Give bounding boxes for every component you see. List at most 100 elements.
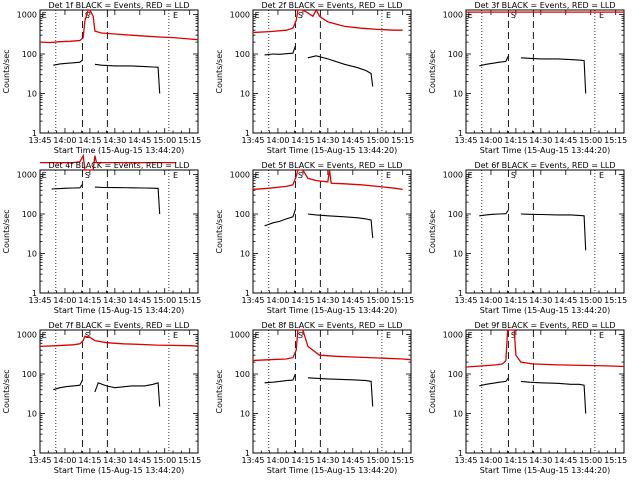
y-axis-label: Counts/sec — [215, 49, 224, 93]
y-tick-label: 10 — [240, 250, 250, 259]
series-line-events — [264, 373, 296, 384]
event-marker-letter: E — [468, 11, 473, 20]
y-tick-label: 1 — [245, 289, 250, 298]
x-tick-label: 15:00 — [579, 456, 602, 465]
series-line-events — [520, 213, 587, 251]
x-tick-label: 15:00 — [579, 136, 602, 145]
series-line-events — [53, 59, 83, 66]
x-tick-label: 14:15 — [291, 296, 314, 305]
series-line-events — [479, 377, 509, 387]
y-axis-label: Counts/sec — [2, 49, 11, 93]
y-tick-label: 1 — [32, 129, 37, 138]
y-axis-label: Counts/sec — [428, 369, 437, 413]
x-tick-label: 15:00 — [579, 296, 602, 305]
x-tick-label: 14:00 — [53, 136, 76, 145]
y-axis-label: Counts/sec — [2, 369, 11, 413]
series-line-events — [307, 55, 374, 87]
y-tick-label: 100 — [448, 370, 463, 379]
y-tick-label: 1 — [458, 129, 463, 138]
x-tick-label: 14:30 — [529, 136, 552, 145]
x-axis-label: Start Time (15-Aug-15 13:44:20) — [267, 306, 398, 315]
y-tick-label: 100 — [22, 370, 37, 379]
x-tick-label: 13:45 — [28, 456, 51, 465]
x-tick-label: 15:15 — [178, 456, 201, 465]
x-tick-label: 13:45 — [454, 136, 477, 145]
event-marker-letter: E — [468, 171, 473, 180]
series-line-events — [94, 382, 161, 407]
event-marker-letter: E — [386, 11, 391, 20]
y-tick-label: 1000 — [443, 171, 463, 180]
series-line-lld — [252, 8, 403, 34]
plot-frame — [252, 169, 412, 294]
y-axis-label: Counts/sec — [2, 209, 11, 253]
event-marker-letter: E — [599, 11, 604, 20]
x-tick-label: 15:00 — [366, 136, 389, 145]
x-tick-label: 15:00 — [153, 136, 176, 145]
event-marker-letter: E — [173, 331, 178, 340]
series-line-events — [479, 209, 509, 217]
y-tick-label: 100 — [235, 370, 250, 379]
series-line-events — [53, 379, 83, 391]
x-tick-label: 14:45 — [341, 136, 364, 145]
plot-frame — [39, 169, 199, 294]
y-tick-label: 1000 — [230, 171, 250, 180]
y-tick-label: 1000 — [17, 11, 37, 20]
series-line-lld — [40, 153, 177, 171]
detector-panel-5: 1 10 100 1000 13:45 14:00 14:15 14:30 14:45 15:00… — [215, 161, 414, 315]
y-tick-label: 100 — [235, 50, 250, 59]
x-tick-label: 14:45 — [128, 456, 151, 465]
x-axis-label: Start Time (15-Aug-15 13:44:20) — [480, 306, 611, 315]
event-marker-letter: E — [255, 171, 260, 180]
y-tick-label: 1000 — [17, 331, 37, 340]
detector-panel-6: 1 10 100 1000 13:45 14:00 14:15 14:30 14:45 15:00… — [428, 161, 627, 315]
series-line-lld — [252, 329, 412, 362]
plot-frame — [39, 9, 199, 134]
x-tick-label: 14:15 — [504, 136, 527, 145]
event-marker-letter: E — [173, 171, 178, 180]
y-tick-label: 10 — [27, 410, 37, 419]
x-tick-label: 14:45 — [554, 136, 577, 145]
y-tick-label: 10 — [240, 90, 250, 99]
event-marker-letter: S — [511, 11, 516, 20]
x-tick-label: 14:00 — [479, 456, 502, 465]
x-tick-label: 14:45 — [128, 136, 151, 145]
x-tick-label: 14:15 — [291, 456, 314, 465]
series-line-events — [307, 377, 374, 407]
event-marker-letter: E — [255, 11, 260, 20]
x-tick-label: 14:45 — [554, 296, 577, 305]
x-tick-label: 14:45 — [341, 296, 364, 305]
y-tick-label: 1000 — [230, 331, 250, 340]
event-marker-letter: S — [85, 171, 90, 180]
event-marker-letter: E — [386, 331, 391, 340]
y-tick-label: 10 — [240, 410, 250, 419]
series-line-events — [264, 45, 296, 56]
x-tick-label: 15:15 — [391, 456, 414, 465]
x-tick-label: 14:15 — [504, 456, 527, 465]
x-tick-label: 15:15 — [604, 136, 627, 145]
series-line-lld — [39, 9, 199, 44]
y-tick-label: 10 — [453, 90, 463, 99]
y-tick-label: 10 — [27, 90, 37, 99]
chart-title: Det 7f BLACK = Events, RED = LLD — [48, 321, 189, 330]
x-tick-label: 14:15 — [78, 456, 101, 465]
series-line-lld — [465, 329, 625, 368]
x-tick-label: 14:45 — [341, 456, 364, 465]
event-marker-letter: S — [298, 331, 303, 340]
x-tick-label: 15:00 — [153, 296, 176, 305]
x-axis-label: Start Time (15-Aug-15 13:44:20) — [54, 306, 185, 315]
x-tick-label: 14:30 — [316, 456, 339, 465]
event-marker-letter: E — [42, 11, 47, 20]
y-tick-label: 1 — [458, 289, 463, 298]
x-tick-label: 13:45 — [241, 456, 264, 465]
y-tick-label: 100 — [22, 50, 37, 59]
plot-frame — [252, 9, 412, 134]
detector-panel-7: 1 10 100 1000 13:45 14:00 14:15 14:30 14:45 15:00… — [2, 321, 201, 475]
y-tick-label: 1 — [245, 129, 250, 138]
detector-panel-1: 1 10 100 1000 13:45 14:00 14:15 14:30 14:45 15:00… — [2, 1, 201, 155]
x-tick-label: 14:30 — [529, 296, 552, 305]
x-tick-label: 13:45 — [454, 296, 477, 305]
x-axis-label: Start Time (15-Aug-15 13:44:20) — [54, 466, 185, 475]
event-marker-letter: E — [42, 331, 47, 340]
x-tick-label: 14:30 — [316, 296, 339, 305]
event-marker-letter: E — [599, 331, 604, 340]
